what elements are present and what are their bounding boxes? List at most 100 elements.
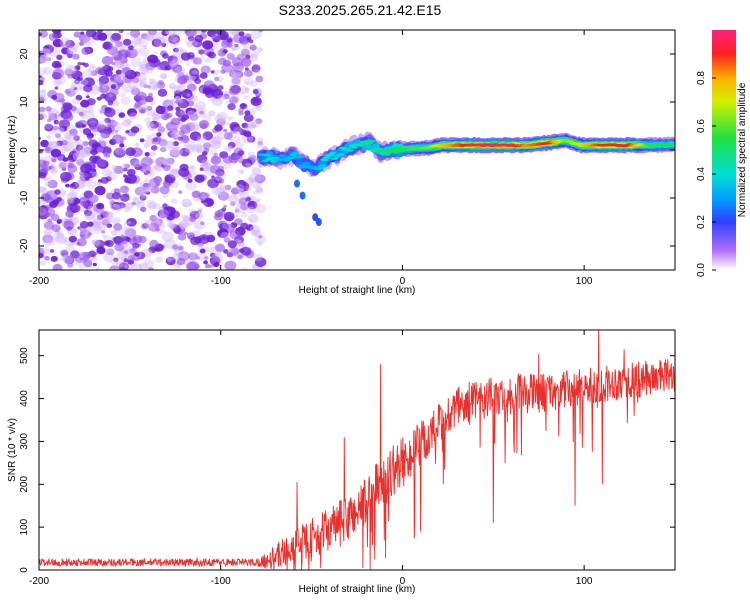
heatmap-noise-cell (184, 231, 188, 235)
heatmap-noise-cell (111, 165, 117, 170)
heatmap-noise-cell (249, 80, 258, 87)
heatmap-noise-cell (230, 76, 242, 86)
heatmap-noise-cell (203, 80, 215, 90)
heatmap-noise-cell (145, 62, 156, 71)
heatmap-noise-cell (193, 220, 206, 230)
heatmap-noise-cell (223, 237, 231, 243)
heatmap-noise-cell (39, 156, 45, 164)
heatmap-noise-cell (153, 215, 163, 224)
heatmap-noise-cell (71, 70, 83, 80)
heatmap-noise-cell (145, 191, 151, 195)
heatmap-noise-cell (187, 178, 193, 183)
heatmap-noise-cell (209, 148, 218, 156)
heatmap-noise-cell (217, 177, 225, 184)
heatmap-noise-cell (65, 64, 77, 75)
heatmap-noise-cell (181, 214, 187, 219)
heatmap-noise-cell (241, 41, 250, 49)
heatmap-noise-cell (111, 61, 116, 66)
heatmap-noise-cell (253, 98, 259, 103)
heatmap-noise-cell (211, 88, 224, 99)
heatmap-noise-cell (185, 40, 191, 45)
heatmap-noise-cell (39, 54, 49, 64)
heatmap-stray-blob (294, 179, 300, 188)
heatmap-noise-cell (200, 221, 205, 226)
x-tick-label: 100 (576, 576, 593, 587)
heatmap-noise-cell (161, 229, 167, 234)
heatmap-noise-cell (247, 200, 258, 210)
heatmap-noise-cell (178, 219, 190, 229)
heatmap-noise-cell (171, 253, 180, 261)
heatmap-noise-cell (169, 34, 179, 42)
heatmap-noise-cell (169, 40, 179, 48)
heatmap-noise-cell (93, 226, 103, 234)
heatmap-noise-cell (180, 52, 191, 61)
heatmap-noise-cell (231, 72, 238, 78)
heatmap-noise-cell (49, 141, 61, 151)
heatmap-noise-cell (53, 119, 60, 125)
heatmap-noise-cell (190, 164, 195, 169)
heatmap-noise-cell (143, 45, 148, 50)
heatmap-noise-cell (161, 42, 167, 48)
snr-series-line (39, 330, 675, 570)
heatmap-noise-cell (199, 110, 204, 115)
heatmap-noise-cell (210, 70, 215, 74)
heatmap-noise-cell (182, 215, 190, 222)
heatmap-noise-cell (125, 32, 130, 36)
heatmap-noise-cell (249, 123, 257, 130)
heatmap-noise-cell (47, 140, 58, 150)
heatmap-noise-cell (238, 110, 244, 116)
heatmap-noise-cell (228, 96, 239, 105)
heatmap-noise-cell (241, 122, 249, 129)
heatmap-noise-cell (153, 37, 166, 47)
heatmap-noise-cell (69, 128, 78, 136)
heatmap-noise-cell (198, 49, 205, 55)
heatmap-noise-cell (169, 146, 180, 156)
snr-frame (38, 329, 676, 571)
heatmap-noise-cell (155, 256, 164, 263)
heatmap-noise-cell (181, 89, 193, 99)
heatmap-noise-cell (102, 65, 107, 70)
heatmap-noise-cell (146, 134, 152, 139)
heatmap-noise-cell (125, 118, 133, 125)
heatmap-noise-cell (250, 119, 261, 129)
heatmap-noise-cell (209, 164, 221, 174)
heatmap-noise-cell (139, 47, 150, 57)
heatmap-noise-cell (100, 176, 109, 184)
heatmap-noise-cell (249, 218, 254, 223)
heatmap-noise-cell (43, 221, 55, 230)
heatmap-noise-cell (136, 202, 140, 206)
heatmap-noise-cell (94, 185, 106, 196)
heatmap-noise-cell (249, 44, 257, 51)
heatmap-noise-cell (248, 54, 258, 62)
heatmap-noise-cell (216, 118, 226, 127)
colorbar-tick-label: 0.6 (696, 119, 707, 133)
heatmap-noise-cell (179, 223, 188, 230)
heatmap-noise-cell (72, 151, 85, 162)
heatmap-noise-cell (62, 255, 68, 260)
heatmap-noise-cell (237, 168, 244, 174)
heatmap-noise-cell (116, 203, 124, 211)
heatmap-noise-cell (132, 242, 140, 249)
heatmap-noise-cell (254, 257, 267, 268)
heatmap-noise-cell (115, 261, 124, 268)
heatmap-noise-cell (202, 131, 213, 141)
x-tick-label: 0 (400, 276, 406, 287)
heatmap-ridge-cell (278, 154, 287, 158)
heatmap-noise-cell (131, 201, 136, 206)
x-tick-label: -100 (211, 276, 231, 287)
heatmap-noise-cell (92, 168, 97, 172)
heatmap-noise-cell (109, 265, 120, 270)
heatmap-noise-cell (103, 107, 116, 118)
heatmap-noise-cell (103, 153, 108, 157)
heatmap-noise-cell (103, 253, 115, 263)
heatmap-noise-cell (97, 210, 104, 216)
heatmap-noise-cell (76, 238, 87, 247)
heatmap-noise-cell (184, 144, 196, 154)
heatmap-noise-cell (245, 162, 252, 168)
heatmap-noise-cell (73, 31, 82, 38)
heatmap-noise-cell (102, 210, 113, 219)
heatmap-noise-cell (178, 167, 190, 177)
heatmap-noise-cell (194, 144, 203, 151)
heatmap-noise-cell (146, 185, 155, 193)
heatmap-noise-cell (203, 197, 215, 207)
